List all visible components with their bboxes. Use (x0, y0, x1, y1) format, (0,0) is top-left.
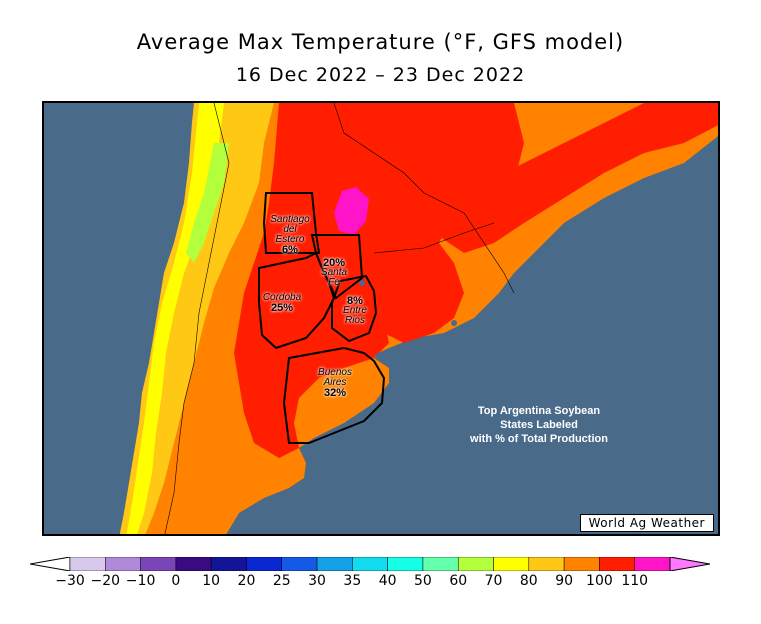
hot-region-ne (424, 103, 718, 253)
hot-region-east (364, 243, 464, 343)
state-name: Buenos Aires (318, 367, 352, 388)
legend-tick-label: 10 (202, 573, 221, 589)
state-label-cordoba: Cordoba 25% (254, 292, 310, 314)
province-borders (258, 192, 386, 444)
state-pct: 20% (322, 257, 346, 269)
legend-swatch (457, 557, 494, 571)
credit-label: World Ag Weather (579, 514, 714, 532)
legend-swatch (105, 557, 141, 571)
state-label-santiago-del-estero: Santiago del Estero 6% (264, 214, 316, 256)
legend-tick-label: 25 (272, 573, 291, 589)
state-label-buenos-aires: Buenos Aires 32% (310, 367, 360, 399)
andes-band-mild (119, 103, 274, 534)
legend-tick-label: −30 (55, 573, 85, 589)
rio-de-la-plata (374, 341, 424, 365)
legend-swatch (140, 557, 177, 571)
color-legend-ticks: −30 −20 −10 0 10 20 25 30 35 40 50 60 70 80 90 100 110 (0, 573, 761, 593)
state-name: Entre Rios (343, 305, 367, 326)
color-legend (30, 557, 710, 571)
legend-swatch (528, 557, 565, 571)
legend-swatch (69, 557, 106, 571)
andes-band-cold (186, 143, 229, 263)
legend-low-arrow (30, 557, 71, 571)
map-subtitle: 16 Dec 2022 – 23 Dec 2022 (235, 64, 526, 86)
legend-swatch (599, 557, 635, 571)
map-canvas (44, 103, 718, 534)
legend-tick-label: −10 (125, 573, 156, 589)
legend-swatch (387, 557, 424, 571)
legend-swatch (422, 557, 459, 571)
legend-swatch (316, 557, 353, 571)
lake (359, 280, 365, 286)
map-title: Average Max Temperature (°F, GFS model) (136, 30, 625, 54)
legend-high-arrow (669, 557, 710, 571)
legend-tick-label: 90 (555, 573, 574, 589)
legend-tick-label: 60 (449, 573, 468, 589)
state-name: Santa Fe (320, 267, 348, 288)
legend-tick-label: 20 (237, 573, 256, 589)
state-name: Cordoba (262, 292, 302, 303)
legend-swatch (634, 557, 671, 571)
legend-tick-label: 0 (171, 573, 181, 589)
state-pct: 32% (323, 387, 347, 399)
state-name: Santiago del Estero (270, 214, 310, 245)
legend-swatch (493, 557, 530, 571)
legend-tick-label: 40 (378, 573, 397, 589)
legend-tick-label: 30 (308, 573, 326, 589)
legend-swatch (210, 557, 247, 571)
state-label-santa-fe: 20% Santa Fe (312, 258, 356, 288)
legend-tick-label: 80 (519, 573, 538, 589)
state-pct: 25% (270, 302, 294, 314)
state-pct: 6% (282, 244, 298, 256)
legend-tick-label: 110 (621, 573, 649, 589)
legend-tick-label: 35 (343, 573, 362, 589)
temperature-map: Santiago del Estero 6% 20% Santa Fe Cord… (42, 101, 720, 536)
legend-swatch (563, 557, 600, 571)
legend-swatch (281, 557, 318, 571)
state-pct: 8% (347, 295, 363, 307)
legend-swatch (175, 557, 212, 571)
legend-tick-label: 100 (586, 573, 613, 589)
legend-swatch (352, 557, 388, 571)
lake (451, 320, 457, 326)
legend-swatch (246, 557, 283, 571)
legend-tick-label: 70 (484, 573, 503, 589)
country-borders (164, 103, 515, 534)
hotspot-110 (334, 187, 369, 235)
cordoba-border (258, 251, 336, 350)
legend-tick-label: 50 (414, 573, 432, 589)
map-note: Top Argentina Soybean States Labeled wit… (470, 405, 608, 445)
santiago-del-estero-border (262, 192, 321, 254)
entre-rios-border (331, 274, 378, 343)
buenos-aires-border (282, 346, 386, 444)
legend-tick-label: −20 (90, 573, 121, 589)
state-label-entre-rios: 8% Entre Rios (335, 296, 375, 326)
